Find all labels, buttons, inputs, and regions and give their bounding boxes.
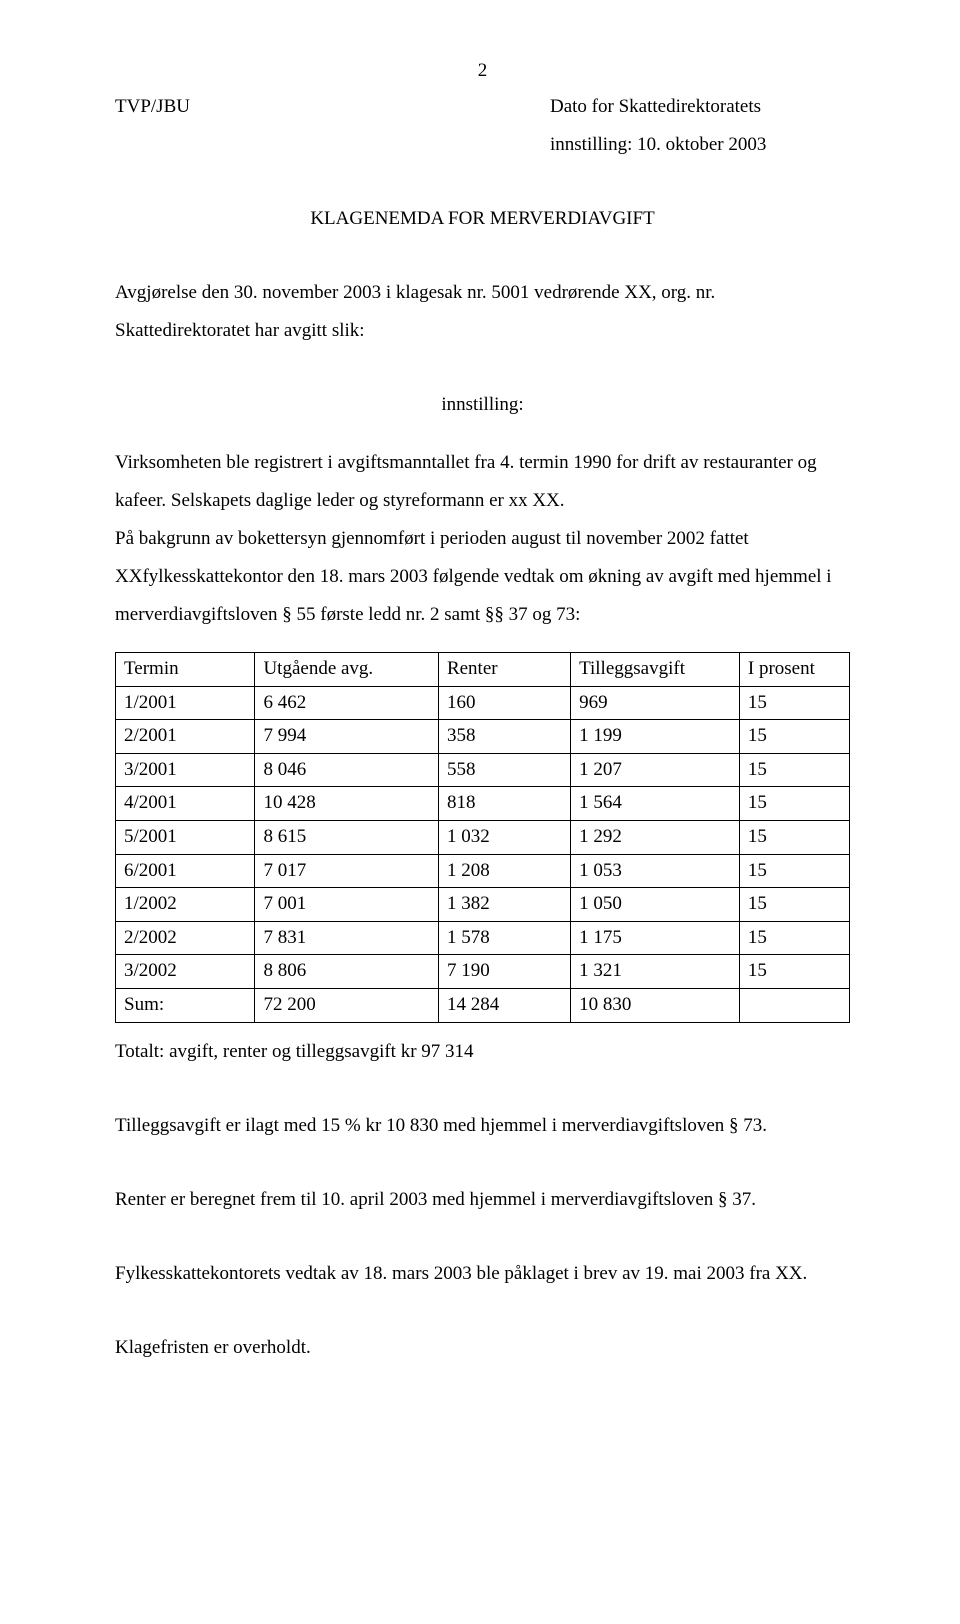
table-cell: 2/2002 — [116, 921, 255, 955]
table-header-termin: Termin — [116, 653, 255, 687]
table-cell: 1 292 — [571, 820, 740, 854]
table-cell: 15 — [739, 820, 849, 854]
table-cell: 15 — [739, 787, 849, 821]
table-cell: 6/2001 — [116, 854, 255, 888]
table-cell: 14 284 — [438, 988, 570, 1022]
table-cell: 1 175 — [571, 921, 740, 955]
table-row: Sum:72 20014 28410 830 — [116, 988, 850, 1022]
table-cell: 6 462 — [255, 686, 439, 720]
table-cell: 4/2001 — [116, 787, 255, 821]
table-row: 3/20028 8067 1901 32115 — [116, 955, 850, 989]
table-cell: 7 994 — [255, 720, 439, 754]
table-header-tillegg: Tilleggsavgift — [571, 653, 740, 687]
header-right-line2: innstilling: 10. oktober 2003 — [550, 126, 850, 164]
table-cell: 1 050 — [571, 888, 740, 922]
table-cell: 1/2001 — [116, 686, 255, 720]
subheading-innstilling: innstilling: — [115, 386, 850, 424]
table-cell: 8 615 — [255, 820, 439, 854]
table-cell: 160 — [438, 686, 570, 720]
table-row: 1/20027 0011 3821 05015 — [116, 888, 850, 922]
table-cell: 15 — [739, 720, 849, 754]
table-cell: 8 046 — [255, 753, 439, 787]
table-cell: 7 190 — [438, 955, 570, 989]
document-page: 2 TVP/JBU Dato for Skattedirektoratets i… — [0, 0, 960, 1624]
table-cell: 5/2001 — [116, 820, 255, 854]
table-row: 5/20018 6151 0321 29215 — [116, 820, 850, 854]
table-cell: 15 — [739, 686, 849, 720]
table-cell: 818 — [438, 787, 570, 821]
table-cell: 2/2001 — [116, 720, 255, 754]
table-header-row: Termin Utgående avg. Renter Tilleggsavgi… — [116, 653, 850, 687]
header-right: Dato for Skattedirektoratets innstilling… — [550, 88, 850, 164]
table-cell: 1 578 — [438, 921, 570, 955]
table-header-renter: Renter — [438, 653, 570, 687]
avgift-table: Termin Utgående avg. Renter Tilleggsavgi… — [115, 652, 850, 1023]
header-left: TVP/JBU — [115, 88, 190, 164]
table-cell: 358 — [438, 720, 570, 754]
body-paragraph-2: På bakgrunn av bokettersyn gjennomført i… — [115, 520, 850, 634]
table-row: 4/200110 4288181 56415 — [116, 787, 850, 821]
table-cell: 1 032 — [438, 820, 570, 854]
renter-line: Renter er beregnet frem til 10. april 20… — [115, 1181, 850, 1219]
total-line: Totalt: avgift, renter og tilleggsavgift… — [115, 1033, 850, 1071]
table-cell: 1 382 — [438, 888, 570, 922]
table-row: 2/20027 8311 5781 17515 — [116, 921, 850, 955]
document-title: KLAGENEMDA FOR MERVERDIAVGIFT — [115, 200, 850, 238]
table-cell: 10 830 — [571, 988, 740, 1022]
table-header-utgaende: Utgående avg. — [255, 653, 439, 687]
klagefrist-line: Klagefristen er overholdt. — [115, 1329, 850, 1367]
table-cell: 1 564 — [571, 787, 740, 821]
body-paragraph-1: Virksomheten ble registrert i avgiftsman… — [115, 444, 850, 520]
table-cell: 15 — [739, 753, 849, 787]
table-cell: 1 208 — [438, 854, 570, 888]
table-cell: 969 — [571, 686, 740, 720]
table-cell: 3/2002 — [116, 955, 255, 989]
table-cell: 1 053 — [571, 854, 740, 888]
tilleggsavgift-line: Tilleggsavgift er ilagt med 15 % kr 10 8… — [115, 1107, 850, 1145]
table-cell: 15 — [739, 921, 849, 955]
table-cell — [739, 988, 849, 1022]
table-cell: 1 207 — [571, 753, 740, 787]
table-cell: 7 017 — [255, 854, 439, 888]
table-cell: 15 — [739, 888, 849, 922]
table-row: 6/20017 0171 2081 05315 — [116, 854, 850, 888]
header-row: TVP/JBU Dato for Skattedirektoratets inn… — [115, 88, 850, 164]
table-cell: 7 831 — [255, 921, 439, 955]
table-cell: 72 200 — [255, 988, 439, 1022]
table-body: 1/20016 462160969152/20017 9943581 19915… — [116, 686, 850, 1022]
vedtak-line: Fylkesskattekontorets vedtak av 18. mars… — [115, 1255, 850, 1293]
table-cell: 558 — [438, 753, 570, 787]
table-header-prosent: I prosent — [739, 653, 849, 687]
table-row: 2/20017 9943581 19915 — [116, 720, 850, 754]
table-cell: Sum: — [116, 988, 255, 1022]
table-cell: 1 199 — [571, 720, 740, 754]
page-number: 2 — [115, 60, 850, 82]
table-cell: 7 001 — [255, 888, 439, 922]
table-cell: 10 428 — [255, 787, 439, 821]
table-row: 3/20018 0465581 20715 — [116, 753, 850, 787]
table-cell: 1/2002 — [116, 888, 255, 922]
intro-paragraph: Avgjørelse den 30. november 2003 i klage… — [115, 274, 850, 350]
table-cell: 1 321 — [571, 955, 740, 989]
table-cell: 8 806 — [255, 955, 439, 989]
table-row: 1/20016 46216096915 — [116, 686, 850, 720]
header-right-line1: Dato for Skattedirektoratets — [550, 88, 850, 126]
table-cell: 3/2001 — [116, 753, 255, 787]
table-cell: 15 — [739, 955, 849, 989]
table-cell: 15 — [739, 854, 849, 888]
